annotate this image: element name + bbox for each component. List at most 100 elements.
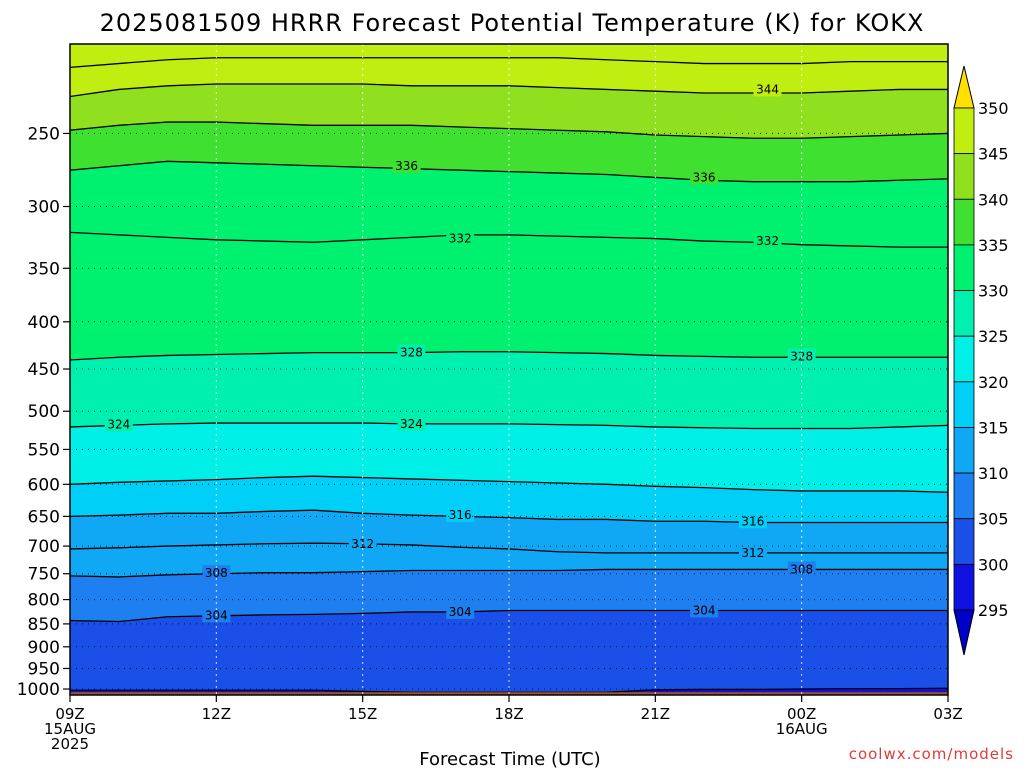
x-tick-label: 12Z	[202, 705, 231, 723]
contour-label-text: 304	[449, 605, 472, 619]
y-axis: 250 300 350 400 450 500 550 600 650 700 750 800 850 9…	[17, 124, 70, 700]
colorbar-label: 335	[978, 236, 1009, 255]
colorbar-label: 325	[978, 327, 1009, 346]
y-tick-label: 700	[28, 537, 60, 557]
contour-label-text: 304	[693, 603, 716, 617]
contour-label-bg	[738, 513, 767, 529]
colorbar-label: 330	[978, 282, 1009, 301]
colorbar-label: 300	[978, 555, 1009, 574]
colorbar-over-arrow	[953, 65, 975, 109]
x-tick-label: 2025	[51, 735, 89, 753]
contour-label-text: 332	[756, 234, 779, 248]
y-tick-label: 500	[28, 402, 60, 422]
y-tick-label: 950	[28, 659, 60, 679]
contour-label-bg	[753, 233, 782, 249]
chart-title: 2025081509 HRRR Forecast Potential Tempe…	[100, 9, 925, 37]
x-tick-label: 15AUG	[44, 720, 96, 738]
contour-label-text: 344	[756, 82, 779, 96]
colorbar-label: 310	[978, 464, 1009, 483]
contour-label: 328	[397, 344, 426, 360]
contour-label: 324	[397, 415, 426, 431]
y-tick-label: 900	[28, 638, 60, 658]
y-tick-label: 350	[28, 259, 60, 279]
colorbar-band	[953, 107, 975, 155]
fill-layer	[70, 44, 948, 695]
contour-label: 316	[738, 513, 767, 529]
credit-text: coolwx.com/models	[849, 745, 1014, 763]
band-fill	[70, 610, 948, 695]
contour-label-bg	[397, 415, 426, 431]
colorbar-band	[953, 518, 975, 565]
colorbar-band	[953, 198, 975, 246]
contour-label-text: 316	[741, 514, 764, 528]
contour-label-text: 316	[449, 508, 472, 522]
contour-label-bg	[690, 169, 719, 185]
contour-label-bg	[753, 81, 782, 97]
colorbar-under-arrow	[953, 609, 975, 656]
colorbar-band	[953, 427, 975, 474]
contour-label-bg	[787, 561, 816, 577]
contour-label: 336	[392, 157, 421, 173]
y-tick-label: 600	[28, 475, 60, 495]
x-tick-label: 00Z	[787, 705, 816, 723]
contour-label: 308	[787, 561, 816, 577]
colorbar-band	[953, 153, 975, 200]
contour-label: 312	[738, 544, 767, 560]
contour-line-332	[70, 231, 948, 248]
colorbar-band	[953, 563, 975, 611]
x-tick-label: 18Z	[494, 705, 523, 723]
colorbar-label: 295	[978, 601, 1009, 620]
colorbar: 350 345 340 335 330 325 320 315 310 305 300 295	[953, 65, 1009, 656]
colorbar-band	[953, 381, 975, 428]
colorbar-label: 320	[978, 373, 1009, 392]
x-axis-label: Forecast Time (UTC)	[419, 749, 600, 768]
colorbar-band	[953, 335, 975, 383]
contour-label-text: 308	[790, 562, 813, 576]
colorbar-label: 345	[978, 145, 1009, 164]
x-tick-label: 03Z	[933, 705, 962, 723]
y-tick-label: 550	[28, 440, 60, 460]
contour-label: 336	[690, 169, 719, 185]
colorbar-label: 340	[978, 190, 1009, 209]
x-tick-label: 16AUG	[776, 720, 828, 738]
colorbar-label: 350	[978, 99, 1009, 118]
contour-label: 316	[446, 507, 475, 523]
contour-label-bg	[690, 602, 719, 618]
contour-label-text: 324	[400, 417, 423, 431]
contour-label: 332	[753, 233, 782, 249]
contour-label-text: 336	[693, 170, 716, 184]
y-tick-label: 1000	[17, 680, 60, 700]
contour-label-bg	[104, 416, 133, 432]
contour-label-text: 332	[449, 232, 472, 246]
colorbar-band	[953, 472, 975, 520]
contour-label-text: 324	[107, 418, 130, 432]
contour-label: 304	[690, 602, 719, 618]
x-tick-label: 21Z	[641, 705, 670, 723]
contour-line-320	[70, 475, 948, 493]
contour-label: 344	[753, 81, 782, 97]
contour-label: 324	[104, 416, 133, 432]
y-tick-label: 250	[28, 124, 60, 144]
colorbar-label: 315	[978, 418, 1009, 437]
y-tick-label: 650	[28, 507, 60, 527]
contour-label: 304	[446, 603, 475, 619]
contour-label-text: 312	[741, 546, 764, 560]
contour-label-bg	[446, 230, 475, 246]
contour-label-bg	[738, 544, 767, 560]
x-tick-label: 15Z	[348, 705, 377, 723]
y-tick-label: 450	[28, 360, 60, 380]
y-tick-label: 400	[28, 313, 60, 333]
contour-label-bg	[787, 348, 816, 364]
colorbar-label: 305	[978, 510, 1009, 529]
x-tick-label: 09Z	[55, 705, 84, 723]
contour-label-bg	[446, 603, 475, 619]
contour-label-text: 336	[395, 159, 418, 173]
contour-label: 332	[446, 230, 475, 246]
contour-label-bg	[392, 157, 421, 173]
contour-label-bg	[446, 507, 475, 523]
y-tick-label: 850	[28, 615, 60, 635]
contour-label-text: 328	[400, 346, 423, 360]
